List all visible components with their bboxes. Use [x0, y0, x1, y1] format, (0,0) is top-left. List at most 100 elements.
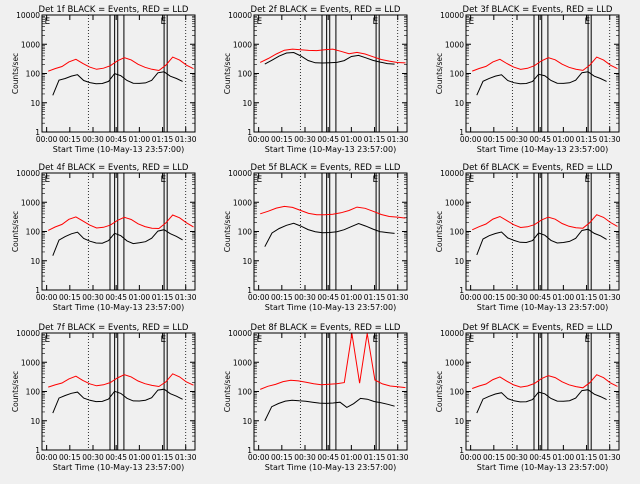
plot-frame — [41, 332, 196, 451]
panel-8: Det 8f BLACK = Events, RED = LLD 1 10 100 10… — [223, 323, 409, 472]
flag-label: E — [469, 335, 475, 345]
x-tick-label: 01:15 — [576, 135, 598, 144]
x-tick-label: 01:00 — [553, 453, 575, 462]
y-tick-label: 1 — [35, 128, 40, 137]
x-tick-label: 00:30 — [82, 453, 104, 462]
events-series — [52, 71, 183, 96]
plot-frame — [253, 14, 408, 133]
y-tick-label: 1 — [35, 446, 40, 455]
x-tick-label: 00:45 — [529, 293, 551, 302]
x-tick-label: 00:45 — [105, 135, 127, 144]
flag-label: E — [372, 17, 378, 27]
x-axis-label: Start Time (10-May-13 23:57:00) — [477, 463, 608, 472]
flag-label: E — [160, 17, 166, 27]
y-axis-label: Counts/sec — [435, 371, 444, 412]
x-tick-label: 00:00 — [36, 293, 58, 302]
y-tick-label: 10000 — [440, 329, 464, 338]
y-tick-label: 100 — [450, 70, 465, 79]
x-tick-label: 01:15 — [364, 453, 386, 462]
flag-label: E — [257, 17, 263, 27]
x-tick-label: 00:15 — [483, 453, 505, 462]
x-tick-label: 00:00 — [36, 135, 58, 144]
lld-series — [259, 48, 406, 64]
x-tick-label: 00:30 — [294, 135, 316, 144]
x-tick-label: 01:30 — [387, 135, 409, 144]
y-tick-label: 100 — [26, 228, 41, 237]
panel-7: Det 7f BLACK = Events, RED = LLD 1 10 100 10… — [11, 323, 197, 472]
x-tick-label: 01:00 — [341, 293, 363, 302]
x-tick-label: 00:30 — [506, 293, 528, 302]
y-tick-label: 100 — [238, 70, 253, 79]
x-tick-label: 00:15 — [483, 293, 505, 302]
flag-label: E — [372, 175, 378, 185]
events-series — [476, 389, 607, 414]
y-axis-label: Counts/sec — [11, 371, 20, 412]
lld-series — [472, 56, 618, 72]
plot-frame — [41, 14, 196, 133]
x-tick-label: 00:00 — [36, 453, 58, 462]
x-tick-label: 01:30 — [387, 453, 409, 462]
x-tick-label: 00:45 — [105, 453, 127, 462]
y-tick-label: 10 — [30, 417, 40, 426]
flag-label: E — [584, 335, 590, 345]
x-tick-label: 00:45 — [317, 453, 339, 462]
y-tick-label: 1000 — [445, 198, 464, 207]
panel-6: Det 6f BLACK = Events, RED = LLD 1 10 100 10… — [435, 163, 621, 312]
x-tick-label: 01:30 — [387, 293, 409, 302]
y-tick-label: 10 — [242, 99, 252, 108]
x-tick-label: 01:00 — [553, 135, 575, 144]
y-tick-label: 1000 — [21, 358, 40, 367]
x-tick-label: 00:15 — [271, 453, 293, 462]
panel-title: Det 8f BLACK = Events, RED = LLD — [251, 323, 401, 333]
y-tick-label: 1000 — [233, 40, 252, 49]
x-tick-label: 00:00 — [248, 135, 270, 144]
panel-title: Det 6f BLACK = Events, RED = LLD — [463, 163, 613, 173]
y-tick-label: 1 — [247, 446, 252, 455]
panel-4: Det 4f BLACK = Events, RED = LLD 1 10 100 10… — [11, 163, 197, 312]
x-tick-label: 01:15 — [576, 453, 598, 462]
x-tick-label: 01:30 — [175, 135, 197, 144]
y-axis-label: Counts/sec — [11, 53, 20, 94]
y-tick-label: 100 — [450, 388, 465, 397]
y-tick-label: 10000 — [440, 169, 464, 178]
y-axis-label: Counts/sec — [435, 53, 444, 94]
x-tick-label: 01:15 — [152, 135, 174, 144]
flag-label: E — [372, 335, 378, 345]
y-axis-label: Counts/sec — [223, 53, 232, 94]
y-tick-label: 1 — [35, 286, 40, 295]
panel-9: Det 9f BLACK = Events, RED = LLD 1 10 100 10… — [435, 323, 621, 472]
x-tick-label: 00:30 — [294, 293, 316, 302]
x-axis-label: Start Time (10-May-13 23:57:00) — [265, 463, 396, 472]
y-tick-label: 100 — [238, 228, 253, 237]
x-axis-label: Start Time (10-May-13 23:57:00) — [477, 145, 608, 154]
x-tick-label: 00:45 — [529, 453, 551, 462]
y-tick-label: 1 — [459, 286, 464, 295]
x-tick-label: 00:45 — [317, 293, 339, 302]
x-tick-label: 00:00 — [460, 135, 482, 144]
panel-title: Det 9f BLACK = Events, RED = LLD — [463, 323, 613, 333]
y-tick-label: 10 — [454, 417, 464, 426]
x-tick-label: 01:30 — [599, 453, 621, 462]
x-tick-label: 01:15 — [364, 293, 386, 302]
lld-series — [260, 205, 406, 219]
plot-frame — [465, 332, 620, 451]
y-tick-label: 10000 — [228, 11, 252, 20]
x-tick-label: 00:30 — [506, 135, 528, 144]
panel-title: Det 2f BLACK = Events, RED = LLD — [251, 5, 401, 15]
x-tick-label: 01:00 — [341, 135, 363, 144]
y-tick-label: 1000 — [21, 198, 40, 207]
y-tick-label: 10000 — [228, 169, 252, 178]
x-tick-label: 00:15 — [59, 293, 81, 302]
y-tick-label: 100 — [26, 70, 41, 79]
events-series — [52, 388, 183, 414]
x-tick-label: 01:00 — [129, 135, 151, 144]
lld-series — [47, 214, 194, 231]
x-tick-label: 01:00 — [129, 453, 151, 462]
y-tick-label: 1000 — [233, 198, 252, 207]
x-tick-label: 00:15 — [59, 135, 81, 144]
x-tick-label: 00:00 — [460, 453, 482, 462]
flag-label: E — [469, 175, 475, 185]
x-axis-label: Start Time (10-May-13 23:57:00) — [53, 145, 184, 154]
panel-5: Det 5f BLACK = Events, RED = LLD 1 10 100 10… — [223, 163, 409, 312]
